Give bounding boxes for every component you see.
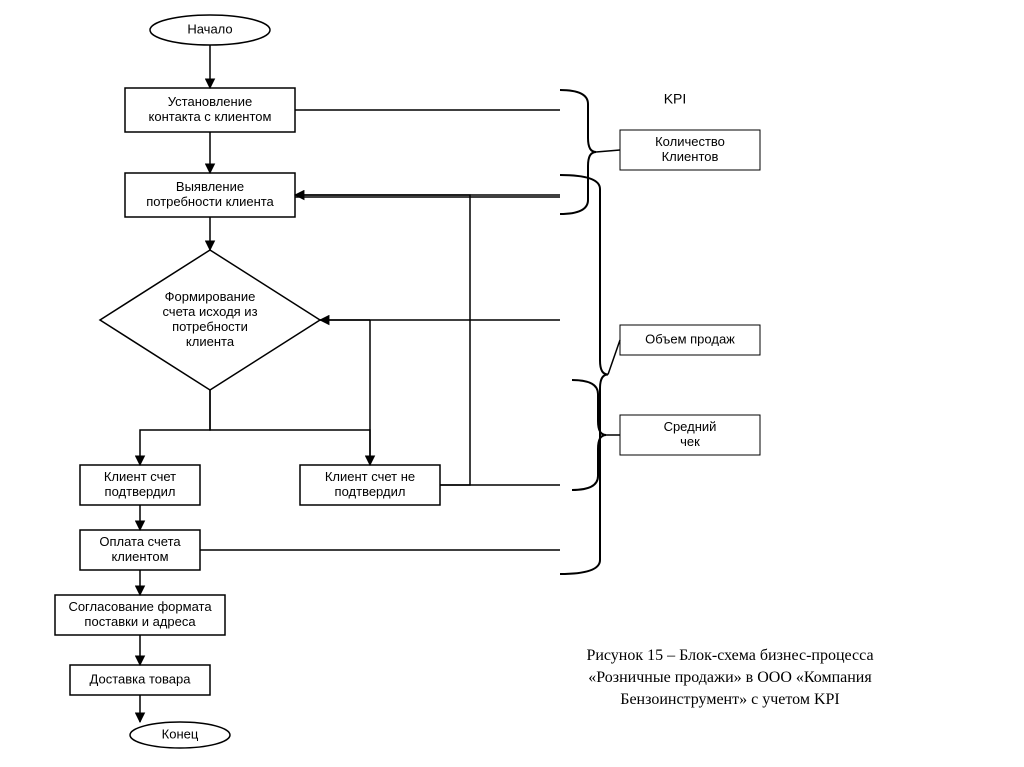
svg-text:Выявление: Выявление bbox=[176, 179, 244, 194]
svg-text:подтвердил: подтвердил bbox=[335, 484, 406, 499]
figure-caption: Бензоинструмент» с учетом KPI bbox=[620, 691, 839, 708]
svg-text:Клиент счет не: Клиент счет не bbox=[325, 469, 415, 484]
svg-text:Средний: Средний bbox=[664, 419, 717, 434]
svg-text:Количество: Количество bbox=[655, 134, 725, 149]
svg-text:Согласование формата: Согласование формата bbox=[68, 599, 212, 614]
brace bbox=[560, 175, 608, 574]
svg-text:клиентом: клиентом bbox=[111, 549, 168, 564]
svg-text:Установление: Установление bbox=[168, 94, 252, 109]
brace bbox=[560, 90, 596, 214]
svg-text:Объем продаж: Объем продаж bbox=[645, 331, 735, 346]
svg-text:Доставка товара: Доставка товара bbox=[90, 671, 192, 686]
svg-text:контакта с клиентом: контакта с клиентом bbox=[149, 109, 272, 124]
svg-text:Формирование: Формирование bbox=[165, 289, 256, 304]
svg-text:подтвердил: подтвердил bbox=[105, 484, 176, 499]
svg-text:Начало: Начало bbox=[187, 21, 232, 36]
kpi-header: KPI bbox=[664, 91, 687, 107]
svg-text:Конец: Конец bbox=[162, 726, 199, 741]
svg-text:клиента: клиента bbox=[186, 334, 235, 349]
svg-text:Оплата счета: Оплата счета bbox=[99, 534, 181, 549]
figure-caption: Рисунок 15 – Блок-схема бизнес-процесса bbox=[586, 647, 873, 664]
svg-text:чек: чек bbox=[680, 434, 700, 449]
svg-text:Клиентов: Клиентов bbox=[662, 149, 719, 164]
svg-text:потребности клиента: потребности клиента bbox=[146, 194, 274, 209]
svg-text:счета исходя из: счета исходя из bbox=[162, 304, 257, 319]
svg-text:поставки и адреса: поставки и адреса bbox=[84, 614, 196, 629]
figure-caption: «Розничные продажи» в ООО «Компания bbox=[588, 669, 872, 686]
svg-text:потребности: потребности bbox=[172, 319, 248, 334]
svg-text:Клиент счет: Клиент счет bbox=[104, 469, 176, 484]
